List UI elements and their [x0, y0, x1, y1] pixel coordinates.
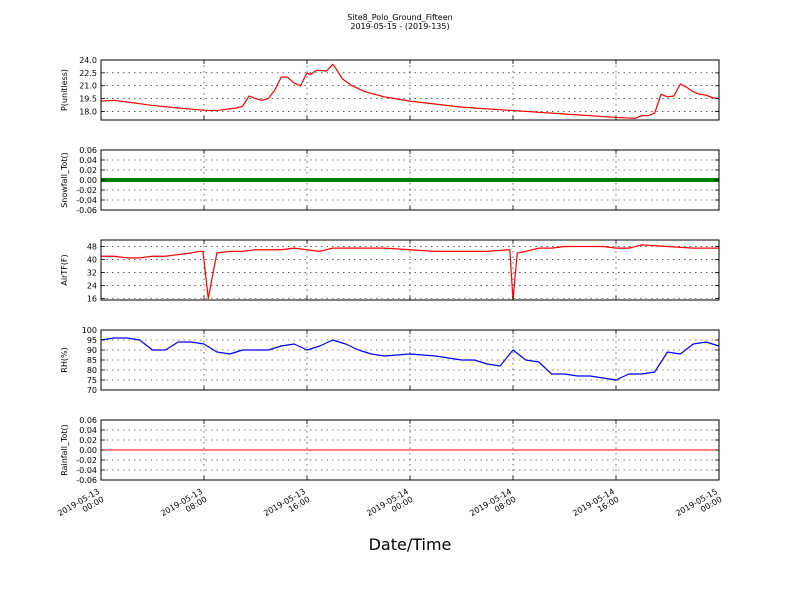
panel-3: 16 24 32 40 48 AirTF(F): [60, 239, 720, 303]
y-axis-label: AirTF(F): [60, 254, 69, 285]
chart-title: Site8_Polo_Ground_Fifteen: [347, 13, 452, 22]
panels-group: 18.019.521.022.524.0P(unitless)-0.06-0.0…: [56, 56, 723, 526]
panel-2: -0.06-0.04-0.020.000.020.040.06 Snowfall_…: [60, 146, 720, 215]
y-axis-label: RH(%): [60, 347, 69, 372]
y-tick-label: -0.06: [76, 476, 97, 485]
y-tick-label: 24: [87, 281, 97, 290]
y-tick-label: 0.06: [79, 416, 97, 425]
x-tick-label: 2019-05-1308:00: [159, 487, 208, 526]
series-line: [101, 244, 719, 301]
chart-subtitle: 2019-05-15 - (2019-135): [350, 22, 449, 31]
series-line: [100, 63, 720, 119]
y-tick-label: 21.0: [79, 82, 97, 91]
y-tick-label: 48: [87, 242, 97, 251]
y-tick-label: 75: [87, 376, 97, 385]
y-tick-label: -0.02: [76, 186, 97, 195]
panel-1: 18.0 19.5 21.0 22.5 24.0 P(unitless): [60, 56, 720, 121]
y-tick-label: 0.00: [79, 176, 97, 185]
y-tick-label: 32: [87, 268, 97, 277]
y-tick-label: -0.04: [76, 466, 97, 475]
x-tick-label: 2019-05-1416:00: [571, 487, 620, 526]
y-tick-label: -0.04: [76, 196, 97, 205]
y-tick-label: 16: [87, 294, 97, 303]
y-tick-label: 0.02: [79, 166, 97, 175]
y-tick-label: 22.5: [79, 69, 97, 78]
x-axis-label: Date/Time: [369, 535, 452, 554]
y-axis-label: Snowfall_Tot(): [60, 152, 69, 208]
series-line: [100, 337, 720, 381]
y-tick-label: 18.0: [79, 107, 97, 116]
y-axis-label: P(unitless): [60, 69, 69, 111]
y-tick-label: 0.06: [79, 146, 97, 155]
x-tick-label: 2019-05-1316:00: [262, 487, 311, 526]
y-tick-label: 0.02: [79, 436, 97, 445]
y-tick-label: 85: [87, 356, 97, 365]
y-axis-label: Rainfall_Tot(): [60, 424, 69, 476]
x-tick-label: 2019-05-1408:00: [468, 487, 517, 526]
x-tick-label: 2019-05-1400:00: [365, 487, 414, 526]
y-tick-label: 19.5: [79, 95, 97, 104]
y-tick-label: 80: [87, 366, 97, 375]
y-tick-label: -0.02: [76, 456, 97, 465]
y-tick-label: 95: [87, 336, 97, 345]
y-tick-label: 70: [87, 386, 97, 395]
y-tick-label: 0.04: [79, 426, 97, 435]
y-tick-label: 90: [87, 346, 97, 355]
y-tick-label: 40: [87, 255, 97, 264]
y-tick-label: 0.00: [79, 446, 97, 455]
y-tick-label: 0.04: [79, 156, 97, 165]
y-tick-label: 100: [82, 326, 97, 335]
x-tick-label: 2019-05-1500:00: [674, 487, 723, 526]
x-tick-label: 2019-05-1300:00: [56, 487, 105, 526]
y-tick-label: -0.06: [76, 206, 97, 215]
y-tick-label: 24.0: [79, 56, 97, 65]
panel-5: -0.06-0.04-0.020.000.020.040.06 Rainfall_…: [60, 416, 720, 485]
